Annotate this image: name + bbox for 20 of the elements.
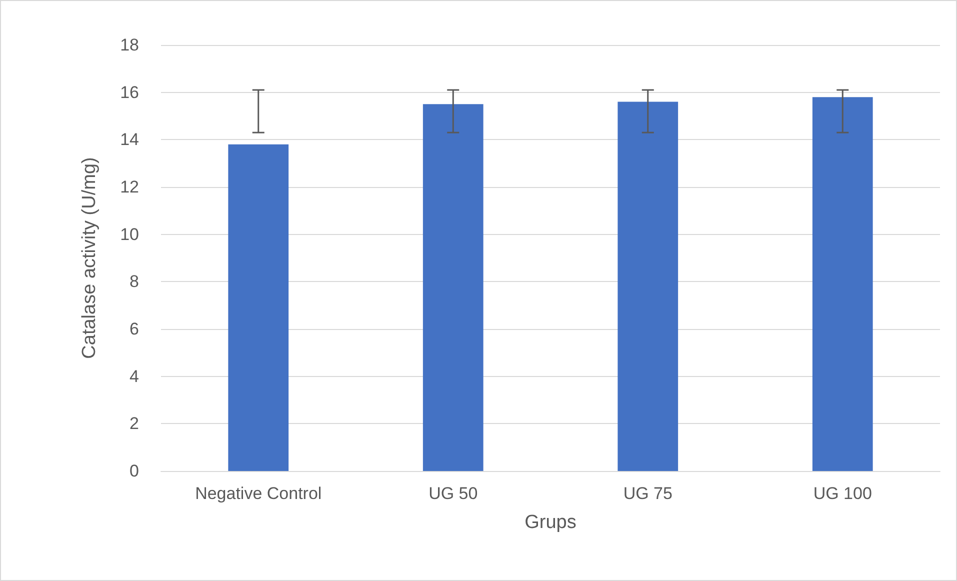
y-tick-label: 0 bbox=[130, 462, 139, 480]
y-axis-title: Catalase activity (U/mg) bbox=[79, 157, 100, 359]
bar bbox=[422, 104, 484, 471]
x-tick-label: UG 50 bbox=[428, 484, 478, 503]
x-tick-label: Negative Control bbox=[195, 484, 322, 503]
x-tick-label: UG 100 bbox=[813, 484, 872, 503]
y-tick-label: 10 bbox=[120, 224, 139, 244]
y-tick-label: 12 bbox=[120, 178, 139, 196]
bar bbox=[228, 144, 289, 471]
x-axis-title: Grups bbox=[524, 512, 576, 533]
y-tick-label: 4 bbox=[130, 366, 139, 386]
x-tick-label: UG 75 bbox=[623, 484, 672, 503]
y-tick-label: 2 bbox=[130, 414, 139, 434]
y-tick-label: 16 bbox=[120, 82, 139, 102]
y-tick-label: 8 bbox=[130, 272, 139, 292]
bar bbox=[812, 97, 873, 471]
y-tick-label: 6 bbox=[130, 320, 139, 338]
y-tick-label: 18 bbox=[120, 36, 139, 54]
bar bbox=[618, 102, 678, 471]
y-tick-label: 14 bbox=[120, 130, 139, 150]
